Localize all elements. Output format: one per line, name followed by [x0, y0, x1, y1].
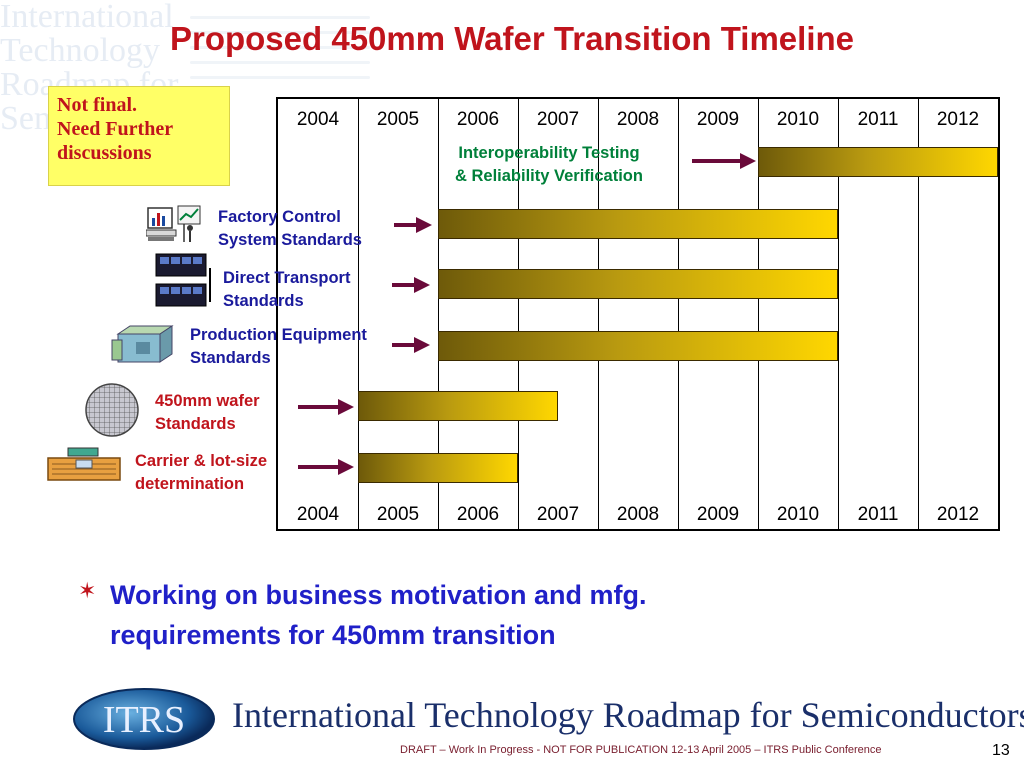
- arrow-icon: [298, 459, 354, 475]
- year-divider: [438, 99, 439, 529]
- year-label-top: 2010: [776, 109, 820, 130]
- row-label-direct-transport: Direct Transport Standards: [223, 269, 351, 310]
- footer-title: International Technology Roadmap for Sem…: [232, 695, 1024, 735]
- production-equipment-icon: [111, 325, 174, 363]
- draft-note: Not final. Need Further discussions: [48, 86, 230, 186]
- bullet-text: Working on business motivation and mfg. …: [110, 580, 647, 650]
- year-label-bottom: 2010: [776, 504, 820, 525]
- year-label-bottom: 2012: [936, 504, 980, 525]
- row-label-interoperability: Interoperability Testing & Reliability V…: [455, 144, 643, 185]
- arrow-icon: [298, 399, 354, 415]
- year-label-top: 2011: [857, 109, 899, 130]
- arrow-icon: [392, 337, 430, 353]
- logo-text: ITRS: [103, 699, 185, 741]
- year-label-top: 2009: [696, 109, 740, 130]
- computer-workstation-icon: [146, 205, 201, 242]
- year-label-top: 2006: [456, 109, 500, 130]
- note-line: discussions: [57, 142, 152, 164]
- footer-note: DRAFT – Work In Progress - NOT FOR PUBLI…: [400, 744, 882, 756]
- slide-title: Proposed 450mm Wafer Transition Timeline: [169, 20, 855, 57]
- timeline-bar: [358, 453, 518, 483]
- year-label-top: 2004: [296, 109, 340, 130]
- row-label-wafer: 450mm wafer Standards: [155, 392, 260, 433]
- year-divider: [758, 99, 759, 529]
- bullet-icon: ✶: [78, 578, 97, 603]
- year-label-top: 2012: [936, 109, 980, 130]
- note-line: Not final.: [57, 94, 137, 116]
- year-label-bottom: 2008: [616, 504, 660, 525]
- year-label-bottom: 2009: [696, 504, 740, 525]
- year-label-bottom: 2004: [296, 504, 340, 525]
- itrs-logo: ITRS: [73, 688, 215, 750]
- row-label-production-equipment: Production Equipment Standards: [190, 326, 367, 367]
- arrow-icon: [692, 153, 756, 169]
- timeline-grid: 2004 2004 2005 2005 2006 2006 2007 2007 2008 2008…: [276, 97, 1000, 531]
- timeline-bar: [438, 331, 838, 361]
- timeline-bar: [758, 147, 998, 177]
- note-line: Need Further: [57, 118, 174, 140]
- year-label-top: 2008: [616, 109, 660, 130]
- year-divider: [918, 99, 919, 529]
- year-divider: [518, 99, 519, 529]
- timeline-bar: [358, 391, 558, 421]
- year-label-bottom: 2011: [857, 504, 899, 525]
- year-divider: [358, 99, 359, 529]
- year-divider: [598, 99, 599, 529]
- year-label-top: 2005: [376, 109, 420, 130]
- timeline-bar: [438, 209, 838, 239]
- year-label-bottom: 2007: [536, 504, 580, 525]
- year-label-bottom: 2006: [456, 504, 500, 525]
- watermark-decoration: [190, 4, 370, 91]
- year-divider: [678, 99, 679, 529]
- arrow-icon: [394, 217, 432, 233]
- carrier-icon: [47, 447, 121, 481]
- arrow-icon: [392, 277, 430, 293]
- year-label-bottom: 2005: [376, 504, 420, 525]
- row-label-carrier: Carrier & lot-size determination: [135, 452, 268, 493]
- year-label-top: 2007: [536, 109, 580, 130]
- row-label-factory-control: Factory Control System Standards: [218, 208, 362, 249]
- page-number: 13: [992, 742, 1010, 759]
- wafer-icon: [85, 383, 139, 437]
- timeline-bar: [438, 269, 838, 299]
- transport-modules-icon: [155, 253, 211, 307]
- year-divider: [838, 99, 839, 529]
